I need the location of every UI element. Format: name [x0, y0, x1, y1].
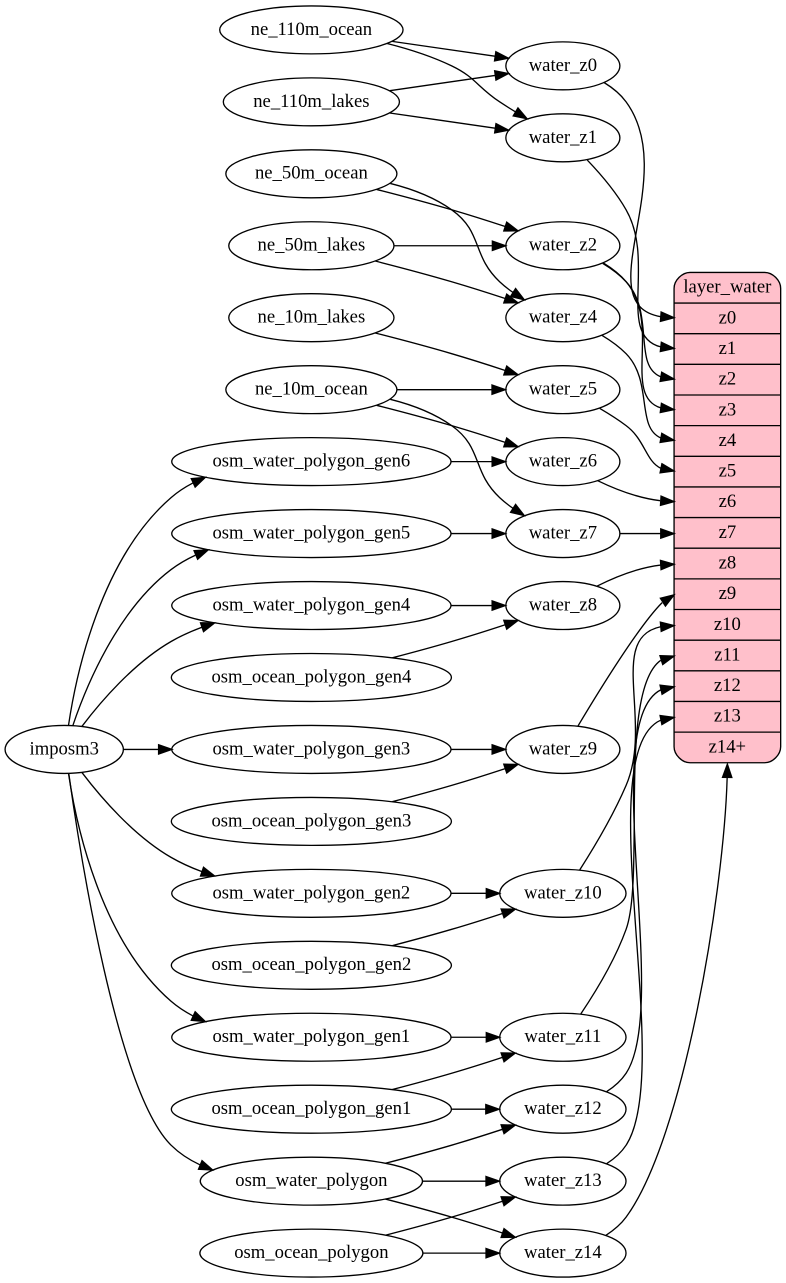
svg-text:ne_50m_ocean: ne_50m_ocean	[255, 163, 369, 184]
svg-text:z0: z0	[719, 307, 737, 328]
svg-text:water_z8: water_z8	[529, 594, 597, 615]
svg-text:ne_110m_ocean: ne_110m_ocean	[251, 19, 373, 40]
svg-text:water_z12: water_z12	[524, 1098, 602, 1119]
svg-text:water_z13: water_z13	[524, 1170, 602, 1191]
svg-text:water_z2: water_z2	[529, 235, 597, 256]
svg-text:osm_water_polygon_gen4: osm_water_polygon_gen4	[212, 594, 410, 615]
svg-text:z1: z1	[719, 338, 737, 359]
svg-text:water_z11: water_z11	[524, 1026, 601, 1047]
svg-text:z10: z10	[714, 614, 741, 635]
svg-text:z9: z9	[719, 583, 737, 604]
svg-text:ne_10m_ocean: ne_10m_ocean	[255, 379, 369, 400]
svg-text:osm_water_polygon_gen1: osm_water_polygon_gen1	[212, 1026, 410, 1047]
svg-text:osm_ocean_polygon: osm_ocean_polygon	[234, 1242, 389, 1263]
svg-text:ne_110m_lakes: ne_110m_lakes	[253, 91, 369, 112]
svg-text:z6: z6	[719, 491, 737, 512]
svg-text:water_z9: water_z9	[529, 738, 597, 759]
svg-text:water_z4: water_z4	[529, 307, 598, 328]
svg-text:z12: z12	[714, 675, 741, 696]
svg-text:osm_ocean_polygon_gen1: osm_ocean_polygon_gen1	[211, 1098, 411, 1119]
svg-text:osm_ocean_polygon_gen4: osm_ocean_polygon_gen4	[211, 666, 412, 687]
svg-text:osm_water_polygon_gen2: osm_water_polygon_gen2	[212, 882, 410, 903]
svg-text:water_z6: water_z6	[529, 451, 597, 472]
svg-text:z3: z3	[719, 399, 737, 420]
svg-text:water_z5: water_z5	[529, 379, 597, 400]
svg-text:z2: z2	[719, 369, 737, 390]
svg-text:ne_50m_lakes: ne_50m_lakes	[258, 235, 366, 256]
svg-text:water_z10: water_z10	[524, 882, 602, 903]
svg-text:z14+: z14+	[709, 736, 746, 757]
svg-text:osm_water_polygon_gen3: osm_water_polygon_gen3	[212, 738, 410, 759]
svg-text:osm_ocean_polygon_gen3: osm_ocean_polygon_gen3	[211, 810, 411, 831]
svg-text:water_z14: water_z14	[524, 1242, 602, 1263]
svg-text:osm_water_polygon_gen6: osm_water_polygon_gen6	[212, 451, 410, 472]
svg-text:imposm3: imposm3	[30, 738, 99, 759]
svg-text:water_z7: water_z7	[529, 522, 597, 543]
svg-text:z5: z5	[719, 461, 737, 482]
svg-text:osm_ocean_polygon_gen2: osm_ocean_polygon_gen2	[211, 954, 411, 975]
svg-text:osm_water_polygon_gen5: osm_water_polygon_gen5	[212, 522, 410, 543]
svg-text:ne_10m_lakes: ne_10m_lakes	[258, 307, 366, 328]
svg-text:z8: z8	[719, 552, 737, 573]
svg-text:osm_water_polygon: osm_water_polygon	[235, 1170, 388, 1191]
svg-text:z13: z13	[714, 706, 741, 727]
svg-text:water_z1: water_z1	[529, 127, 597, 148]
svg-text:z11: z11	[714, 644, 740, 665]
svg-text:layer_water: layer_water	[683, 277, 772, 298]
svg-text:water_z0: water_z0	[529, 55, 597, 76]
svg-text:z7: z7	[719, 522, 737, 543]
svg-text:z4: z4	[719, 430, 737, 451]
